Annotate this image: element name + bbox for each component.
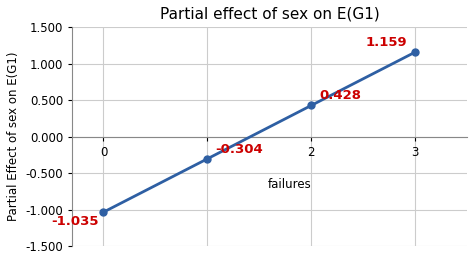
Text: 1.159: 1.159: [365, 36, 407, 49]
Text: -0.304: -0.304: [216, 143, 264, 156]
Title: Partial effect of sex on E(G1): Partial effect of sex on E(G1): [160, 7, 380, 22]
Text: 0.428: 0.428: [319, 90, 362, 103]
Y-axis label: Partial Effect of sex on E(G1): Partial Effect of sex on E(G1): [7, 52, 20, 221]
Text: failures: failures: [267, 178, 311, 191]
Text: -1.035: -1.035: [51, 215, 98, 228]
